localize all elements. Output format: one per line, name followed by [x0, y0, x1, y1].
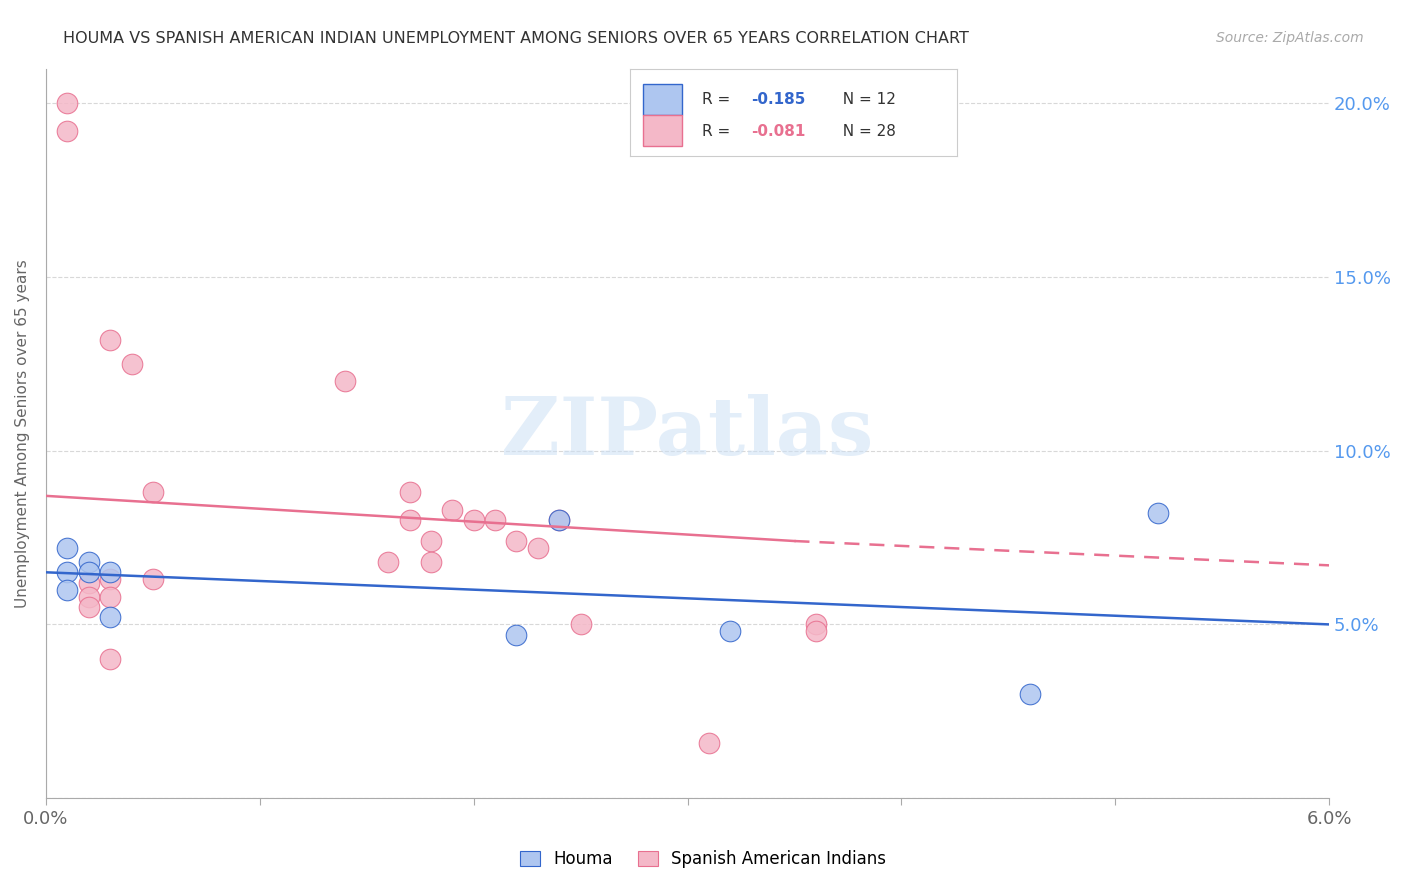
Point: [548, 513, 571, 527]
Point: [463, 513, 485, 527]
Point: [77, 575, 100, 590]
Point: [142, 485, 165, 500]
Point: [419, 555, 441, 569]
Point: [527, 541, 550, 555]
Point: [142, 572, 165, 586]
Point: [697, 735, 720, 749]
Point: [77, 566, 100, 580]
Point: [484, 513, 506, 527]
Point: [98, 566, 121, 580]
Point: [98, 333, 121, 347]
Point: [804, 624, 827, 639]
Point: [548, 513, 571, 527]
Point: [77, 590, 100, 604]
Point: [56, 124, 79, 138]
Point: [398, 485, 420, 500]
Point: [441, 502, 464, 516]
Point: [419, 534, 441, 549]
Point: [718, 624, 741, 639]
Point: [1018, 687, 1040, 701]
Point: [98, 572, 121, 586]
Point: [505, 628, 527, 642]
Point: [56, 582, 79, 597]
Point: [98, 590, 121, 604]
Point: [121, 357, 143, 371]
Legend: Houma, Spanish American Indians: Houma, Spanish American Indians: [513, 844, 893, 875]
Y-axis label: Unemployment Among Seniors over 65 years: Unemployment Among Seniors over 65 years: [15, 259, 30, 607]
Point: [505, 534, 527, 549]
Point: [377, 555, 399, 569]
Text: Source: ZipAtlas.com: Source: ZipAtlas.com: [1216, 31, 1364, 45]
Point: [398, 513, 420, 527]
Point: [56, 96, 79, 111]
Point: [77, 600, 100, 615]
Point: [56, 541, 79, 555]
Point: [1147, 506, 1170, 520]
Point: [98, 610, 121, 624]
Point: [569, 617, 592, 632]
Point: [804, 617, 827, 632]
Point: [98, 652, 121, 666]
Text: HOUMA VS SPANISH AMERICAN INDIAN UNEMPLOYMENT AMONG SENIORS OVER 65 YEARS CORREL: HOUMA VS SPANISH AMERICAN INDIAN UNEMPLO…: [63, 31, 969, 46]
Point: [335, 374, 357, 388]
Point: [77, 555, 100, 569]
Text: ZIPatlas: ZIPatlas: [502, 394, 873, 473]
Point: [56, 566, 79, 580]
